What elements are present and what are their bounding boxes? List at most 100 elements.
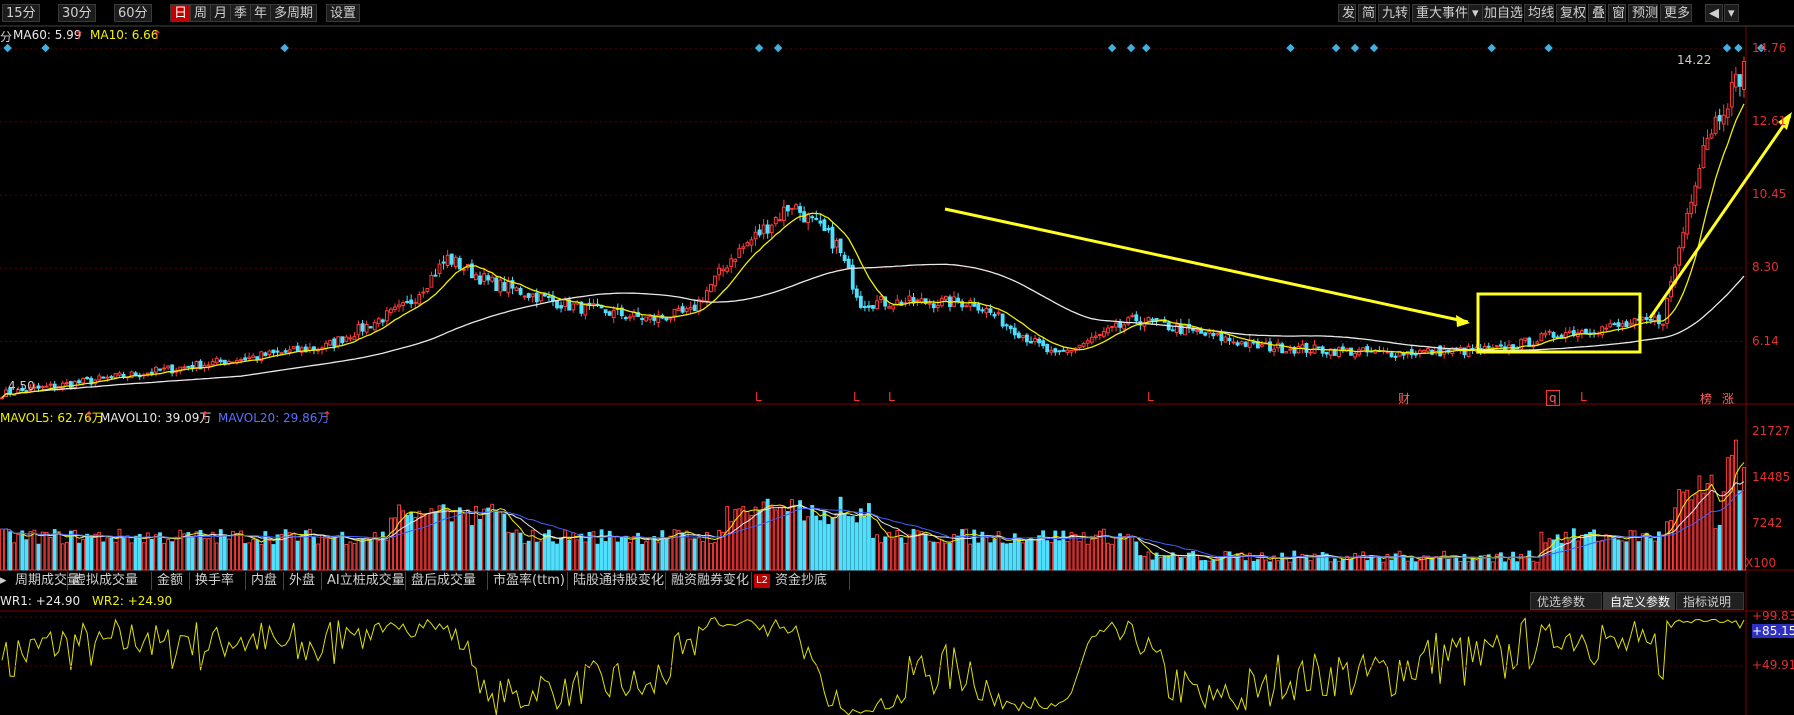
candle-body bbox=[704, 290, 709, 302]
more-dropdown-icon[interactable]: ▾ bbox=[1724, 4, 1739, 22]
wr-param-button-1[interactable]: 自定义参数 bbox=[1603, 592, 1675, 610]
candle-body bbox=[218, 359, 223, 363]
candle-body bbox=[530, 293, 535, 298]
volume-bar bbox=[1401, 555, 1406, 571]
tab-arrow-icon[interactable]: ▸ bbox=[0, 573, 7, 588]
volume-bar bbox=[247, 542, 252, 571]
volume-bar bbox=[401, 510, 405, 571]
wr-param-button-0[interactable]: 优选参数 bbox=[1530, 592, 1602, 610]
candle-body bbox=[263, 352, 268, 357]
volume-bar bbox=[1110, 543, 1114, 571]
toolbar-item-6[interactable]: 复权 bbox=[1556, 4, 1586, 22]
candle-body bbox=[526, 293, 531, 298]
candle-body bbox=[1272, 348, 1276, 353]
candle-body bbox=[883, 296, 888, 307]
candle-body bbox=[765, 224, 770, 234]
event-marker[interactable]: L bbox=[853, 390, 860, 404]
period-tab-1[interactable]: 30分 bbox=[58, 4, 96, 22]
indicator-tab-4[interactable]: 内盘 bbox=[246, 572, 284, 590]
indicator-tab-9[interactable]: 陆股通持股变化 bbox=[568, 572, 666, 590]
event-marker[interactable]: L bbox=[755, 390, 762, 404]
toolbar-item-0[interactable]: 发 bbox=[1338, 4, 1356, 22]
mavol20-label: MAVOL20: 29.86万 bbox=[218, 411, 330, 425]
volume-bar bbox=[178, 529, 183, 571]
volume-bar bbox=[636, 532, 640, 571]
candle-body bbox=[109, 376, 114, 379]
event-marker[interactable]: L bbox=[888, 390, 895, 404]
period-tab-8[interactable]: 多周期 bbox=[270, 4, 318, 22]
volume-bar bbox=[1045, 540, 1050, 571]
indicator-tab-10[interactable]: 融资融券变化 bbox=[666, 572, 752, 590]
volume-bar bbox=[162, 542, 166, 571]
toolbar-item-7[interactable]: 叠 bbox=[1588, 4, 1606, 22]
event-marker[interactable]: L bbox=[1147, 390, 1154, 404]
candle-body bbox=[636, 312, 640, 317]
candle-body bbox=[1519, 338, 1524, 350]
candle-body bbox=[437, 263, 442, 275]
toolbar-item-1[interactable]: 简 bbox=[1358, 4, 1376, 22]
candle-body bbox=[255, 356, 260, 360]
volume-bar bbox=[1345, 555, 1349, 571]
volume-bar bbox=[352, 542, 357, 571]
volume-bar bbox=[1616, 539, 1621, 571]
volume-bar bbox=[660, 530, 665, 571]
period-tab-9[interactable]: 设置 bbox=[326, 4, 361, 22]
indicator-tab-0[interactable]: 周期成交量 bbox=[10, 572, 80, 590]
indicator-tab-3[interactable]: 换手率 bbox=[190, 572, 246, 590]
dropdown-arrow-icon[interactable]: ▾ bbox=[1468, 4, 1483, 22]
volume-bar bbox=[190, 537, 195, 571]
indicator-tab-11[interactable]: 资金抄底 bbox=[770, 572, 850, 590]
indicator-tab-7[interactable]: 盘后成交量 bbox=[406, 572, 488, 590]
toolbar-item-3[interactable]: 重大事件 bbox=[1412, 4, 1474, 22]
candle-body bbox=[328, 339, 333, 346]
event-marker[interactable]: L bbox=[1580, 390, 1587, 404]
wr-param-button-2[interactable]: 指标说明 bbox=[1676, 592, 1744, 610]
period-tab-0[interactable]: 15分 bbox=[2, 4, 40, 22]
candle-body bbox=[1677, 247, 1682, 266]
toolbar-item-8[interactable]: 窗 bbox=[1608, 4, 1626, 22]
candle-body bbox=[907, 295, 912, 302]
toolbar-item-9[interactable]: 预测 bbox=[1628, 4, 1658, 22]
event-marker[interactable]: 榜 bbox=[1700, 392, 1713, 406]
candle-body bbox=[32, 386, 37, 389]
period-tab-5[interactable]: 月 bbox=[210, 4, 232, 22]
period-tab-2[interactable]: 60分 bbox=[114, 4, 152, 22]
indicator-tab-2[interactable]: 金额 bbox=[152, 572, 190, 590]
volume-bar bbox=[1478, 555, 1483, 571]
volume-bar bbox=[101, 541, 106, 571]
candle-body bbox=[567, 299, 572, 311]
prev-icon[interactable]: ◀ bbox=[1705, 4, 1723, 22]
indicator-tab-6[interactable]: AI立桩成交量 bbox=[322, 572, 406, 590]
volume-bar bbox=[267, 540, 272, 571]
volume-bar bbox=[1276, 560, 1281, 571]
period-tab-4[interactable]: 周 bbox=[190, 4, 212, 22]
volume-bar bbox=[1300, 554, 1305, 571]
candle-body bbox=[871, 305, 875, 309]
toolbar-item-5[interactable]: 均线 bbox=[1524, 4, 1554, 22]
volume-bar bbox=[222, 534, 227, 571]
event-marker[interactable]: 财 bbox=[1398, 392, 1411, 406]
trend-arrow-up-head bbox=[1778, 112, 1792, 130]
volume-bar bbox=[1644, 532, 1649, 571]
toolbar-item-10[interactable]: 更多 bbox=[1660, 4, 1692, 22]
ma10-line bbox=[1, 103, 1745, 399]
volume-bar bbox=[862, 516, 867, 571]
event-marker[interactable]: 涨 bbox=[1722, 392, 1735, 406]
toolbar-item-2[interactable]: 九转 bbox=[1378, 4, 1410, 22]
event-marker[interactable]: q bbox=[1546, 390, 1560, 406]
volume-bar bbox=[307, 528, 312, 571]
candle-body bbox=[1089, 336, 1094, 343]
volume-bar bbox=[555, 543, 559, 571]
toolbar-item-4[interactable]: 加自选 bbox=[1480, 4, 1523, 22]
volume-bar bbox=[575, 539, 580, 571]
candle-body bbox=[1713, 116, 1718, 134]
volume-bar bbox=[397, 504, 401, 571]
candle-body bbox=[474, 274, 478, 281]
candle-body bbox=[1725, 108, 1730, 118]
indicator-tab-1[interactable]: 虚拟成交量 bbox=[68, 572, 152, 590]
volume-bar bbox=[1150, 559, 1155, 571]
indicator-tab-8[interactable]: 市盈率(ttm) bbox=[488, 572, 568, 590]
period-tab-3[interactable]: 日 bbox=[170, 4, 192, 22]
indicator-tab-5[interactable]: 外盘 bbox=[284, 572, 322, 590]
